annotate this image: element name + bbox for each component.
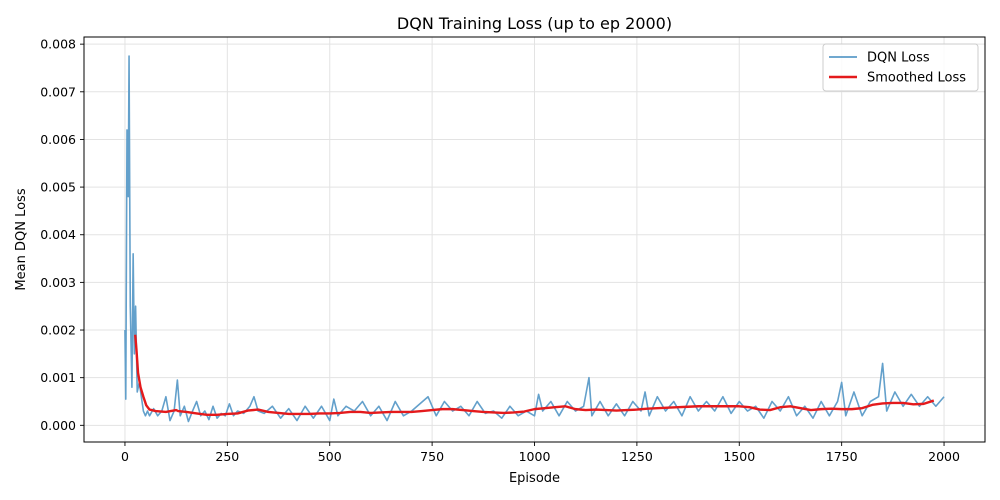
y-tick-label: 0.007 — [40, 84, 76, 99]
smoothed-loss-line — [133, 334, 935, 417]
x-tick-label: 1250 — [621, 449, 653, 464]
y-tick-label: 0.006 — [40, 132, 76, 147]
series-layer — [124, 55, 945, 423]
chart-title: DQN Training Loss (up to ep 2000) — [397, 14, 672, 33]
y-tick-label: 0.002 — [40, 323, 76, 338]
x-tick-label: 0 — [121, 449, 129, 464]
x-tick-label: 1750 — [826, 449, 858, 464]
y-axis-ticks: 0.000 0.001 0.002 0.003 0.004 0.005 0.006 0.007… — [40, 37, 84, 433]
x-tick-label: 2000 — [928, 449, 960, 464]
y-tick-label: 0.000 — [40, 418, 76, 433]
x-tick-label: 500 — [318, 449, 342, 464]
y-tick-label: 0.005 — [40, 180, 76, 195]
y-tick-label: 0.003 — [40, 275, 76, 290]
x-tick-label: 1500 — [723, 449, 755, 464]
y-grid-lines — [84, 43, 985, 426]
y-tick-label: 0.001 — [40, 370, 76, 385]
x-tick-label: 250 — [215, 449, 239, 464]
legend-label-smoothed-loss: Smoothed Loss — [867, 71, 966, 86]
x-axis-ticks: 0 250 500 750 1000 1250 1500 1750 2000 — [121, 442, 960, 464]
legend: DQN Loss Smoothed Loss — [822, 43, 979, 92]
y-tick-label: 0.004 — [40, 227, 76, 242]
y-axis-label: Mean DQN Loss — [14, 188, 29, 290]
x-tick-label: 750 — [420, 449, 444, 464]
legend-label-dqn-loss: DQN Loss — [867, 51, 930, 66]
x-grid-lines — [124, 37, 945, 442]
legend-frame — [822, 43, 979, 92]
y-tick-label: 0.008 — [40, 37, 76, 52]
x-tick-label: 1000 — [519, 449, 551, 464]
x-axis-label: Episode — [509, 471, 560, 486]
